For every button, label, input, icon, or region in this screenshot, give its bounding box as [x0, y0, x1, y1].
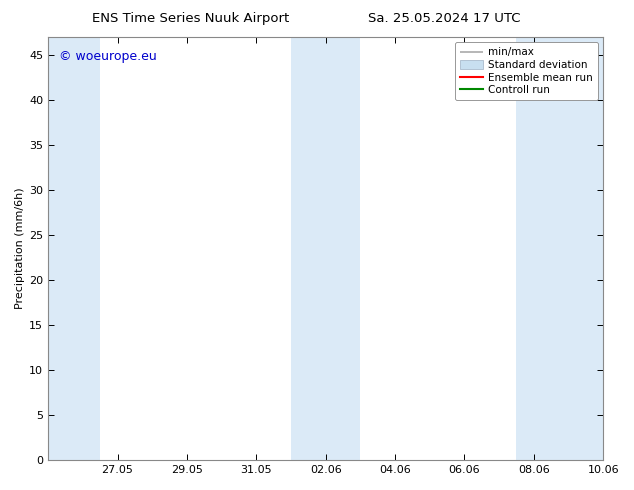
- Legend: min/max, Standard deviation, Ensemble mean run, Controll run: min/max, Standard deviation, Ensemble me…: [455, 42, 598, 100]
- Bar: [48, 37, 100, 460]
- Bar: [517, 37, 603, 460]
- Text: © woeurope.eu: © woeurope.eu: [59, 50, 157, 63]
- Text: ENS Time Series Nuuk Airport: ENS Time Series Nuuk Airport: [91, 12, 289, 25]
- Bar: [291, 37, 360, 460]
- Y-axis label: Precipitation (mm/6h): Precipitation (mm/6h): [15, 188, 25, 309]
- Text: Sa. 25.05.2024 17 UTC: Sa. 25.05.2024 17 UTC: [368, 12, 520, 25]
